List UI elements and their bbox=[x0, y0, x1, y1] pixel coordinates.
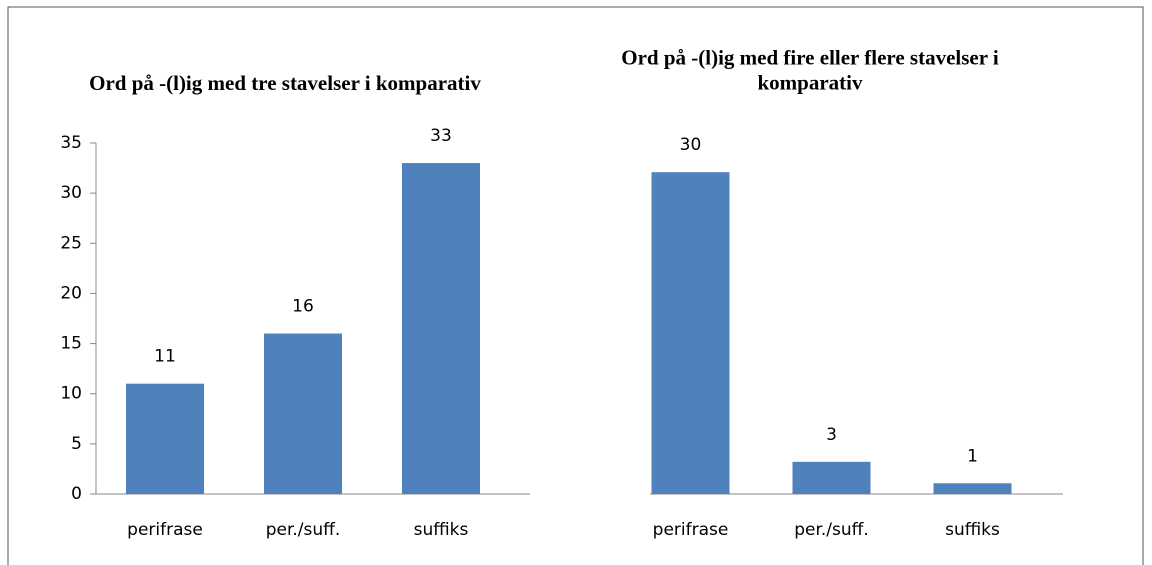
y-tick-label: 10 bbox=[60, 384, 82, 404]
x-tick-label: perifrase bbox=[653, 520, 729, 540]
y-tick-label: 25 bbox=[60, 233, 82, 253]
y-tick-label: 35 bbox=[60, 133, 82, 153]
bar bbox=[402, 163, 480, 495]
frame bbox=[7, 6, 1144, 565]
data-label: 3 bbox=[826, 425, 837, 445]
bar bbox=[933, 483, 1012, 494]
bar bbox=[651, 172, 730, 494]
chart-title: Ord på -(l)ig med fire eller flere stave… bbox=[621, 45, 999, 94]
y-tick-label: 20 bbox=[60, 283, 82, 303]
data-label: 1 bbox=[967, 446, 978, 466]
x-tick-label: per./suff. bbox=[266, 520, 341, 540]
data-label: 30 bbox=[680, 135, 702, 155]
data-label: 33 bbox=[430, 126, 452, 146]
data-label: 16 bbox=[292, 297, 314, 317]
x-tick-label: suffiks bbox=[414, 520, 469, 540]
y-tick-label: 5 bbox=[71, 434, 82, 454]
chart-title: Ord på -(l)ig med tre stavelser i kompar… bbox=[89, 71, 481, 95]
x-tick-label: per./suff. bbox=[794, 520, 869, 540]
y-tick-label: 30 bbox=[60, 183, 82, 203]
x-tick-label: perifrase bbox=[127, 520, 203, 540]
bar bbox=[264, 333, 342, 494]
data-label: 11 bbox=[154, 347, 176, 367]
x-tick-label: suffiks bbox=[945, 520, 1000, 540]
y-tick-label: 0 bbox=[71, 484, 82, 504]
bar bbox=[792, 461, 871, 494]
bar bbox=[126, 383, 204, 494]
y-tick-label: 15 bbox=[60, 334, 82, 354]
